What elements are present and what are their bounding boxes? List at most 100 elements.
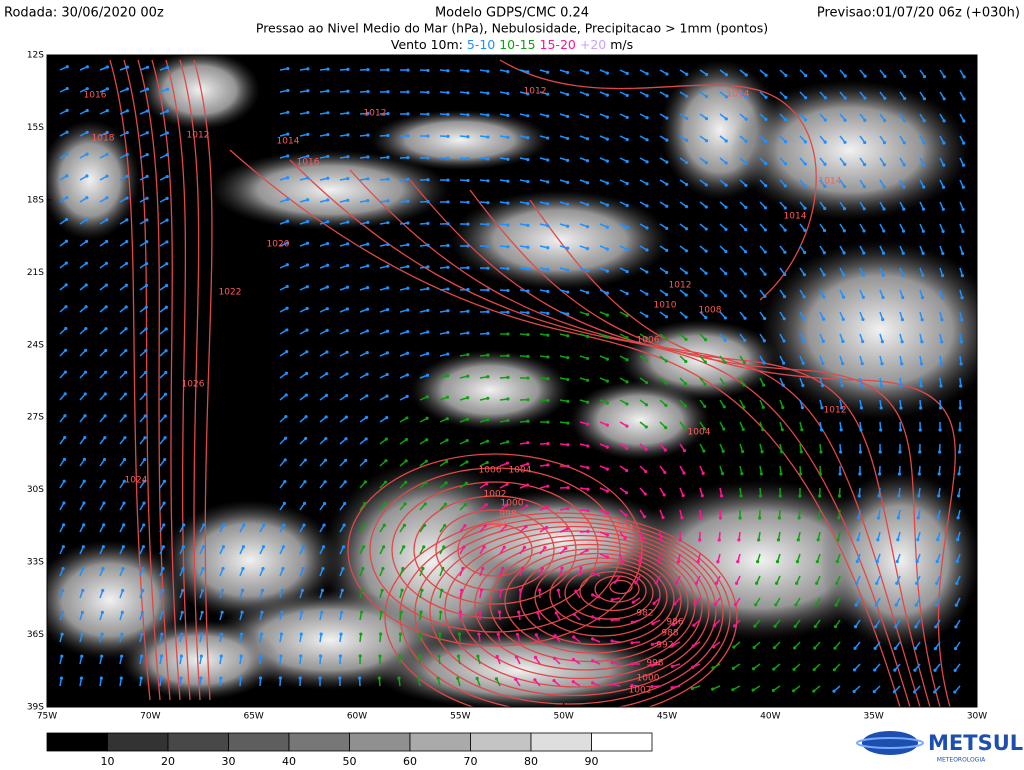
isobar-label: 1006 bbox=[637, 336, 660, 346]
wind-arrow-head bbox=[526, 376, 530, 380]
wind-arrow-head bbox=[358, 654, 362, 658]
wind-arrow-head bbox=[662, 493, 666, 497]
wind-arrow-head bbox=[682, 448, 687, 453]
wind-arrow-head bbox=[922, 141, 926, 145]
wind-arrow-head bbox=[803, 250, 807, 255]
wind-arrow-head bbox=[852, 668, 857, 672]
logo-text: METSUL bbox=[928, 731, 1023, 755]
wind-arrow-head bbox=[654, 581, 658, 585]
wind-arrow-head bbox=[934, 625, 938, 629]
wind-arrow-head bbox=[779, 472, 783, 476]
isobar-label: 986 bbox=[666, 618, 683, 628]
wind-arrow-head bbox=[386, 286, 390, 290]
wind-arrow-head bbox=[823, 96, 827, 100]
isobar bbox=[504, 548, 682, 654]
wind-arrow-head bbox=[181, 566, 185, 571]
wind-arrow-head bbox=[100, 654, 104, 658]
wind-arrow-head bbox=[164, 327, 168, 331]
map-frame bbox=[46, 54, 978, 708]
wind-arrow-head bbox=[899, 406, 903, 410]
wind-arrow-head bbox=[718, 516, 723, 520]
wind-arrow-head bbox=[199, 676, 203, 680]
wind-arrow-head bbox=[881, 317, 885, 322]
wind-arrow-head bbox=[566, 464, 570, 468]
wind-arrow-head bbox=[657, 560, 661, 564]
isobar bbox=[399, 516, 731, 707]
isobar bbox=[409, 179, 931, 707]
wind-arrow-head bbox=[486, 244, 490, 248]
wind-arrow-head bbox=[645, 94, 649, 98]
wind-arrow-head bbox=[901, 295, 905, 300]
wind-arrow-head bbox=[625, 358, 629, 362]
wind-arrow-head bbox=[901, 229, 906, 233]
wind-arrow-head bbox=[843, 184, 847, 189]
wind-arrow-head bbox=[366, 155, 370, 159]
wind-arrow-head bbox=[664, 403, 668, 407]
wind-arrow-head bbox=[940, 340, 944, 344]
wind-arrow-head bbox=[763, 250, 767, 254]
wind-arrow-head bbox=[443, 523, 447, 528]
wind-arrow-head bbox=[724, 249, 728, 254]
wind-arrow-head bbox=[506, 223, 510, 227]
wind-arrow-head bbox=[684, 271, 688, 275]
wind-arrow-head bbox=[935, 559, 939, 564]
wind-arrow-head bbox=[346, 111, 350, 115]
wind-arrow-head bbox=[942, 119, 946, 123]
wind-arrow-head bbox=[180, 632, 184, 636]
colorbar-box bbox=[107, 732, 169, 752]
wind-arrow-head bbox=[685, 72, 689, 76]
wind-arrow-head bbox=[874, 625, 878, 629]
wind-arrow-head bbox=[698, 538, 702, 542]
wind-arrow-head bbox=[802, 273, 807, 277]
wind-arrow-head bbox=[506, 70, 510, 74]
wind-arrow-head bbox=[901, 273, 905, 278]
wind-arrow-head bbox=[684, 315, 688, 319]
wind-arrow-head bbox=[876, 538, 880, 542]
wind-arrow-head bbox=[259, 632, 264, 636]
wind-arrow-head bbox=[514, 677, 518, 681]
wind-arrow-head bbox=[165, 262, 169, 266]
wind-arrow-head bbox=[475, 676, 479, 681]
wind-arrow-head bbox=[586, 400, 590, 404]
wind-arrow-head bbox=[506, 354, 510, 358]
wind-arrow-head bbox=[506, 179, 510, 183]
wind-arrow-head bbox=[240, 588, 245, 593]
isobar-label: 994 bbox=[616, 524, 633, 534]
wind-arrow-head bbox=[665, 94, 669, 98]
isobar bbox=[123, 59, 161, 701]
wind-arrow-head bbox=[704, 271, 708, 275]
wind-arrow-head bbox=[763, 316, 767, 321]
wind-arrow-head bbox=[813, 646, 817, 650]
wind-arrow-head bbox=[781, 383, 785, 387]
wind-arrow-head bbox=[724, 183, 728, 187]
wind-arrow-head bbox=[101, 566, 105, 571]
wind-arrow-head bbox=[853, 625, 858, 629]
wind-arrow-head bbox=[858, 450, 863, 454]
wind-arrow-head bbox=[940, 273, 945, 278]
wind-arrow-head bbox=[764, 95, 768, 99]
wind-arrow-head bbox=[326, 220, 330, 224]
wind-arrow-head bbox=[586, 334, 590, 339]
wind-arrow-head bbox=[670, 664, 674, 669]
wind-arrow-head bbox=[318, 676, 322, 680]
wind-arrow-head bbox=[323, 458, 328, 462]
wind-arrow-head bbox=[546, 92, 550, 96]
wind-arrow-head bbox=[495, 654, 499, 659]
wind-arrow-head bbox=[165, 196, 169, 200]
wind-arrow-head bbox=[145, 218, 149, 222]
wind-arrow-head bbox=[145, 87, 150, 91]
wind-arrow-head bbox=[546, 463, 550, 467]
wind-arrow-head bbox=[124, 283, 129, 287]
wind-arrow-head bbox=[754, 603, 758, 607]
wind-arrow-head bbox=[161, 588, 165, 593]
wind-arrow-head bbox=[160, 632, 164, 636]
wind-arrow-head bbox=[873, 646, 877, 650]
wind-arrow-head bbox=[665, 72, 669, 76]
wind-arrow-head bbox=[381, 566, 385, 571]
wind-arrow-head bbox=[466, 178, 470, 183]
wind-arrow-head bbox=[665, 138, 669, 142]
isobar bbox=[429, 525, 717, 697]
wind-arrow-head bbox=[566, 158, 570, 162]
lat-label: 30S bbox=[27, 485, 44, 495]
wind-arrow-head bbox=[406, 90, 410, 94]
